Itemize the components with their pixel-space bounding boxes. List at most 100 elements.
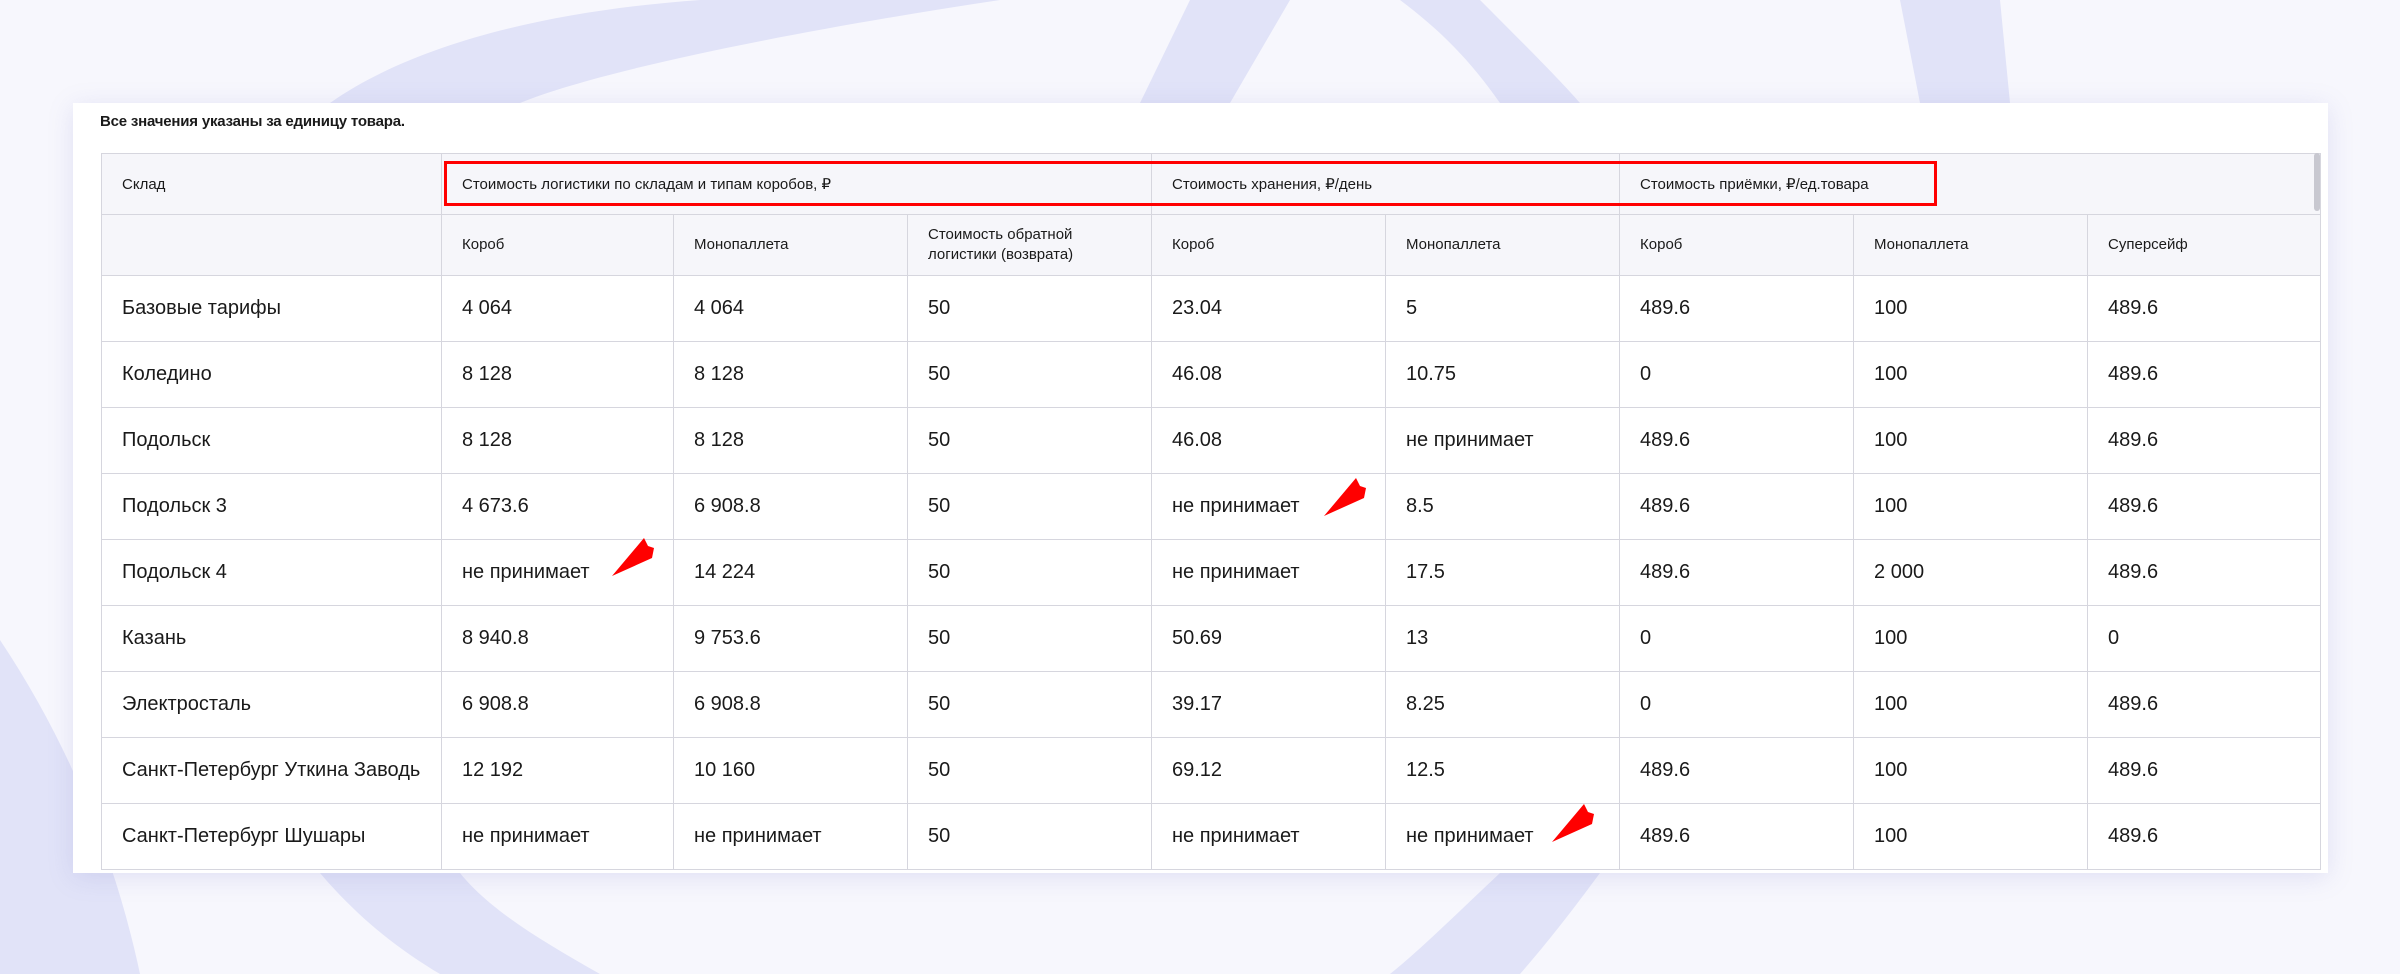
warehouse-name: Санкт-Петербург Уткина Заводь <box>101 737 442 804</box>
tariff-cell: 8.25 <box>1384 671 1621 738</box>
tariff-cell: 6 908.8 <box>673 671 908 738</box>
tariff-cell: 489.6 <box>1619 473 1855 540</box>
tariff-cell: не принимает <box>673 803 908 870</box>
tariff-cell: 46.08 <box>1151 407 1386 474</box>
tariff-cell: 23.04 <box>1151 275 1386 342</box>
warehouse-name: Подольск <box>101 407 442 474</box>
subheader: Монопаллета <box>1384 214 1621 276</box>
tariff-cell: 50 <box>907 737 1152 804</box>
subheader: Монопаллета <box>1853 214 2089 276</box>
tariff-cell: 12 192 <box>441 737 674 804</box>
tariff-cell: 8 128 <box>673 341 908 408</box>
tariff-cell: 489.6 <box>1619 803 1855 870</box>
subheader: Короб <box>1619 214 1855 276</box>
tariff-cell: 489.6 <box>1619 407 1855 474</box>
scrollbar[interactable] <box>2314 153 2320 211</box>
tariff-cell: 489.6 <box>2087 275 2322 342</box>
tariff-cell: 4 064 <box>673 275 908 342</box>
tariff-cell: 50 <box>907 407 1152 474</box>
tariff-cell: не принимает <box>1151 539 1386 606</box>
tariff-cell: 100 <box>1853 341 2089 408</box>
tariff-cell: 0 <box>1619 671 1855 738</box>
tariff-cell: не принимает <box>1151 803 1386 870</box>
tariff-cell: 46.08 <box>1151 341 1386 408</box>
header-storage: Стоимость хранения, ₽/день <box>1150 153 1621 215</box>
table-row: Базовые тарифы 4 064 4 064 50 23.04 5 489.6 100… <box>101 275 2322 342</box>
tariff-cell: 50 <box>907 341 1152 408</box>
tariff-cell: 17.5 <box>1384 539 1621 606</box>
warehouse-name: Подольск 3 <box>101 473 442 540</box>
tariff-cell: не принимает <box>1384 407 1621 474</box>
tariff-cell: 50 <box>907 803 1152 870</box>
warehouse-name: Электросталь <box>101 671 442 738</box>
tariff-cell: 489.6 <box>1619 275 1855 342</box>
tariff-cell: не принимает <box>1151 473 1386 540</box>
tariff-cell: 50 <box>907 539 1152 606</box>
tariff-cell: 9 753.6 <box>673 605 908 672</box>
tariff-cell: 50 <box>907 605 1152 672</box>
tariff-cell: не принимает <box>441 803 674 870</box>
per-unit-note: Все значения указаны за единицу товара. <box>100 113 405 130</box>
subheader: Стоимость обратной логистики (возврата) <box>907 214 1152 276</box>
tariff-cell: 14 224 <box>673 539 908 606</box>
tariff-cell: 69.12 <box>1151 737 1386 804</box>
tariff-cell: 13 <box>1384 605 1621 672</box>
warehouse-name: Коледино <box>101 341 442 408</box>
tariff-cell: 50 <box>907 671 1152 738</box>
tariff-cell: 100 <box>1853 605 2089 672</box>
warehouse-name: Казань <box>101 605 442 672</box>
table-row: Санкт-Петербург Уткина Заводь 12 192 10 16… <box>101 737 2322 804</box>
tariff-cell: 8 128 <box>673 407 908 474</box>
tariff-cell: 6 908.8 <box>441 671 674 738</box>
header-empty <box>101 214 442 276</box>
tariff-cell: 10 160 <box>673 737 908 804</box>
table-row: Казань 8 940.8 9 753.6 50 50.69 13 0 100 0 <box>101 605 2322 672</box>
tariff-cell: 4 673.6 <box>441 473 674 540</box>
tariff-cell: 50 <box>907 275 1152 342</box>
tariffs-table: Склад Стоимость логистики по складам и т… <box>101 153 2322 870</box>
tariff-cell: 8.5 <box>1384 473 1621 540</box>
tariff-cell: 489.6 <box>2087 539 2322 606</box>
warehouse-name: Подольск 4 <box>101 539 442 606</box>
red-arrow-icon <box>612 538 654 576</box>
tariff-cell: 5 <box>1384 275 1621 342</box>
tariff-cell: 12.5 <box>1384 737 1621 804</box>
tariff-cell: 489.6 <box>1619 539 1855 606</box>
warehouse-name: Базовые тарифы <box>101 275 442 342</box>
subheader: Короб <box>441 214 674 276</box>
tariff-cell: 489.6 <box>2087 803 2322 870</box>
tariff-cell: 489.6 <box>2087 341 2322 408</box>
table-row: Коледино 8 128 8 128 50 46.08 10.75 0 100 489.6 <box>101 341 2322 408</box>
tariff-cell: 50.69 <box>1151 605 1386 672</box>
tariff-cell: 39.17 <box>1151 671 1386 738</box>
tariff-cell: 0 <box>2087 605 2322 672</box>
warehouse-name: Санкт-Петербург Шушары <box>101 803 442 870</box>
table-row: Подольск 4 не принимает 14 224 50 не принима… <box>101 539 2322 606</box>
subheader: Суперсейф <box>2087 214 2322 276</box>
tariff-cell: 100 <box>1853 275 2089 342</box>
header-row-groups: Склад Стоимость логистики по складам и т… <box>101 153 2322 215</box>
tariff-cell: 489.6 <box>1619 737 1855 804</box>
subheader: Короб <box>1151 214 1386 276</box>
tariff-cell: 6 908.8 <box>673 473 908 540</box>
tariff-cell: 489.6 <box>2087 407 2322 474</box>
tariff-cell: 100 <box>1853 737 2089 804</box>
tariff-cell: 4 064 <box>441 275 674 342</box>
tariff-cell: 489.6 <box>2087 671 2322 738</box>
header-warehouse: Склад <box>101 153 442 215</box>
tariff-cell: 0 <box>1619 341 1855 408</box>
tariff-cell: 8 128 <box>441 407 674 474</box>
red-arrow-icon <box>1324 478 1366 516</box>
tariff-cell: 489.6 <box>2087 473 2322 540</box>
tariff-cell: 100 <box>1853 803 2089 870</box>
table-row: Санкт-Петербург Шушары не принимает не при… <box>101 803 2322 870</box>
table-row: Электросталь 6 908.8 6 908.8 50 39.17 8.25 0 10… <box>101 671 2322 738</box>
tariff-cell: 100 <box>1853 407 2089 474</box>
tariff-cell: 100 <box>1853 671 2089 738</box>
header-logistics: Стоимость логистики по складам и типам к… <box>441 153 1152 215</box>
tariff-cell: 2 000 <box>1853 539 2089 606</box>
tariff-cell: 8 940.8 <box>441 605 674 672</box>
red-arrow-icon <box>1552 804 1594 842</box>
